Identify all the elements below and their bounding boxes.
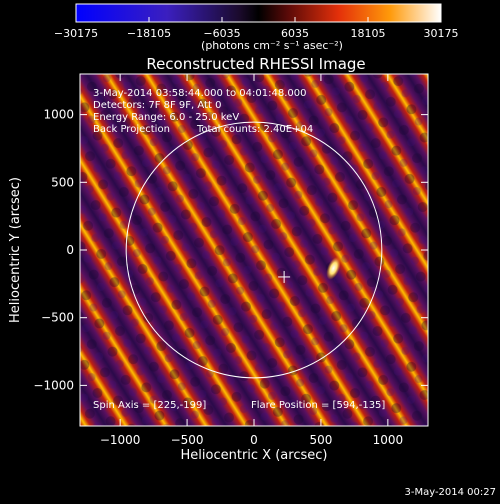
plot-area: −1000 −500 0 500 1000 −1000 −500 0 500 1000 3-May…: [33, 73, 429, 447]
annotation-method: Back Projection: [93, 124, 170, 135]
y-tick-label: 500: [51, 175, 74, 189]
x-tick-label: −1000: [100, 433, 141, 447]
x-tick-label: 1000: [373, 433, 404, 447]
annotation-detectors: Detectors: 7F 8F 9F, Att 0: [93, 100, 221, 111]
colorbar-tick-label: 30175: [424, 27, 459, 40]
annotation-flare-position: Flare Position = [594,-135]: [251, 400, 385, 411]
colorbar-gradient: [75, 3, 442, 23]
colorbar-ticks: −30175 −18105 −6035 6035 18105 30175: [54, 17, 459, 40]
x-tick-label: −500: [171, 433, 204, 447]
colorbar-tick-label: 6035: [281, 27, 309, 40]
solar-disk-limb: [125, 121, 383, 379]
y-axis-label: Heliocentric Y (arcsec): [8, 177, 23, 323]
spin-axis-marker: [278, 270, 291, 283]
colorbar-tick-label: −18105: [127, 27, 171, 40]
annotation-counts: Total counts: 2.40E+04: [196, 124, 313, 135]
annotation-time: 3-May-2014 03:58:44.000 to 04:01:48.000: [93, 88, 306, 99]
colorbar-tick-label: −30175: [54, 27, 98, 40]
colorbar-tick-label: 18105: [351, 27, 386, 40]
flare-source: [326, 256, 341, 280]
annotation-energy: Energy Range: 6.0 - 25.0 keV: [93, 112, 239, 123]
x-axis-label: Heliocentric X (arcsec): [181, 448, 328, 463]
axis-ticks: −1000 −500 0 500 1000 −1000 −500 0 500 1000: [33, 74, 428, 447]
annotation-spin-axis: Spin Axis = [225,-199]: [93, 400, 206, 411]
colorbar: −30175 −18105 −6035 6035 18105 30175 (photons…: [54, 3, 459, 52]
y-tick-label: 1000: [43, 108, 74, 122]
y-tick-label: −500: [41, 311, 74, 325]
x-tick-label: 0: [250, 433, 258, 447]
colorbar-tick-label: −6035: [203, 27, 240, 40]
image-mottle: [80, 74, 428, 426]
y-tick-label: −1000: [33, 378, 74, 392]
x-tick-label: 500: [309, 433, 332, 447]
footer-date: 3-May-2014 00:27: [404, 487, 496, 498]
chart-title: Reconstructed RHESSI Image: [146, 55, 365, 73]
y-tick-label: 0: [66, 243, 74, 257]
colorbar-unit-label: (photons cm⁻² s⁻¹ asec⁻²): [201, 39, 343, 52]
